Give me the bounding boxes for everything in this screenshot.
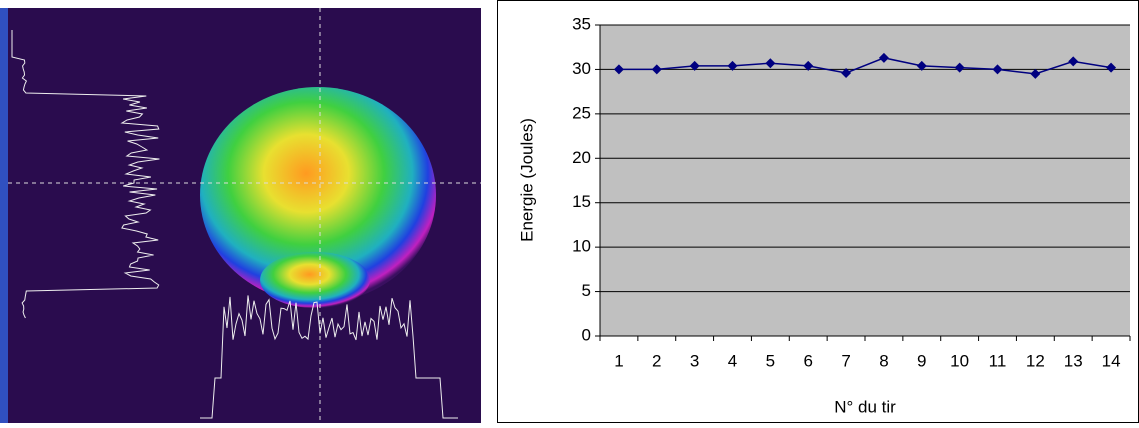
data-marker <box>1068 56 1079 67</box>
x-tick-label: 10 <box>950 351 969 370</box>
chart: Energie (Joules) N° du tir 0510152025303… <box>517 14 1131 416</box>
data-marker <box>613 64 624 75</box>
beam-spot <box>200 87 436 303</box>
x-tick-label: 7 <box>841 351 850 370</box>
y-tick-label: 5 <box>582 281 591 300</box>
y-tick-label: 35 <box>572 14 591 33</box>
beam-spot-lower <box>260 252 370 308</box>
vertical-profile <box>11 30 160 319</box>
x-tick-label: 2 <box>652 351 661 370</box>
y-tick-label: 15 <box>572 192 591 211</box>
y-axis-title: Energie (Joules) <box>517 118 536 242</box>
x-tick-label: 14 <box>1102 351 1121 370</box>
data-marker <box>651 64 662 75</box>
x-tick-label: 1 <box>614 351 623 370</box>
y-tick-label: 0 <box>582 325 591 344</box>
x-tick-label: 13 <box>1064 351 1083 370</box>
x-tick-label: 3 <box>690 351 699 370</box>
plot-area <box>600 25 1130 336</box>
data-marker <box>1106 62 1117 73</box>
x-axis-title: N° du tir <box>834 397 896 416</box>
x-tick-label: 8 <box>879 351 888 370</box>
data-marker <box>727 60 738 71</box>
horizontal-profile <box>200 295 458 419</box>
x-tick-label: 4 <box>728 351 737 370</box>
data-marker <box>689 60 700 71</box>
data-marker <box>878 52 889 63</box>
y-tick-label: 10 <box>572 237 591 256</box>
data-line <box>618 57 1112 75</box>
image-border <box>0 8 8 423</box>
y-tick-label: 20 <box>572 148 591 167</box>
data-marker <box>992 64 1003 75</box>
x-tick-label: 9 <box>917 351 926 370</box>
x-tick-label: 5 <box>766 351 775 370</box>
y-tick-label: 30 <box>572 59 591 78</box>
data-marker <box>954 62 965 73</box>
data-marker <box>841 67 852 78</box>
beam-image <box>0 8 481 423</box>
data-marker <box>803 60 814 71</box>
y-tick-label: 25 <box>572 103 591 122</box>
data-marker <box>1030 68 1041 79</box>
data-marker <box>765 58 776 69</box>
data-marker <box>916 60 927 71</box>
x-tick-label: 12 <box>1026 351 1045 370</box>
x-tick-label: 11 <box>989 351 1007 370</box>
x-tick-label: 6 <box>803 351 812 370</box>
